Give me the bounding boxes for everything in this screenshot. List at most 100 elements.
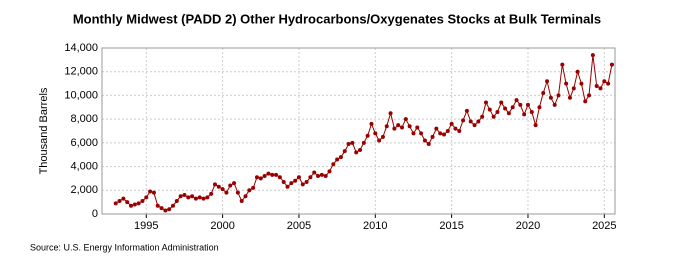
source-note: Source: U.S. Energy Information Administ… (30, 242, 219, 252)
y-tick-label: 0 (92, 208, 98, 220)
data-point (274, 172, 279, 177)
y-axis-label: Thousand Barrels (38, 87, 50, 174)
data-point (258, 176, 263, 181)
data-point (205, 195, 210, 200)
y-tick-label: 4,000 (70, 160, 98, 172)
x-tick-label: 2000 (210, 220, 234, 232)
data-point (442, 132, 446, 137)
data-point (541, 91, 546, 96)
data-point (514, 98, 519, 103)
data-point (125, 200, 130, 205)
data-point (342, 149, 347, 154)
data-point (319, 172, 324, 177)
data-point (190, 194, 195, 199)
data-point (354, 150, 359, 155)
data-point (300, 182, 305, 187)
data-point (518, 102, 523, 107)
data-point (296, 175, 301, 180)
data-point (533, 123, 538, 128)
data-point (251, 185, 256, 190)
data-point (358, 147, 363, 152)
data-point (346, 142, 351, 147)
data-point (182, 193, 187, 198)
data-point (556, 93, 561, 98)
data-point (308, 175, 313, 180)
data-point (129, 203, 134, 208)
x-tick-label: 2010 (363, 220, 387, 232)
data-point (331, 162, 336, 167)
data-point (590, 53, 595, 58)
data-point (525, 102, 530, 107)
data-point (369, 121, 374, 126)
data-line (115, 55, 613, 211)
data-point (186, 195, 191, 200)
data-point (281, 179, 286, 184)
data-point (235, 190, 240, 195)
data-point (598, 86, 603, 91)
data-point (170, 203, 175, 208)
x-tick-label: 2015 (439, 220, 463, 232)
data-point (506, 111, 511, 116)
data-point (567, 95, 572, 100)
y-tick-label: 10,000 (64, 89, 98, 101)
data-point (545, 79, 550, 84)
data-point (377, 138, 382, 143)
data-point (388, 111, 393, 116)
data-point (403, 117, 408, 122)
data-point (419, 131, 424, 136)
data-point (503, 106, 508, 111)
data-point (262, 174, 267, 179)
data-point (201, 196, 206, 201)
data-point (232, 181, 237, 186)
data-point (350, 140, 355, 145)
data-point (583, 99, 588, 104)
y-tick-label: 14,000 (64, 42, 98, 54)
data-point (247, 188, 252, 193)
x-tick-label: 2005 (287, 220, 311, 232)
data-point (476, 119, 481, 124)
data-point (445, 129, 450, 133)
data-point (571, 86, 576, 91)
data-point (548, 95, 553, 100)
data-point (400, 125, 405, 130)
data-point (464, 108, 469, 113)
y-tick-label: 8,000 (70, 113, 98, 125)
data-point (163, 208, 168, 213)
data-point (289, 181, 294, 186)
data-point (422, 138, 427, 143)
data-point (602, 79, 607, 84)
data-point (209, 191, 214, 196)
y-tick-label: 2,000 (70, 184, 98, 196)
x-tick-label: 2020 (516, 220, 540, 232)
data-point (121, 196, 126, 201)
data-point (472, 123, 477, 128)
data-point (480, 114, 485, 119)
data-point (560, 62, 565, 67)
data-point (430, 134, 435, 139)
data-point (522, 112, 527, 117)
data-point (609, 62, 614, 67)
data-point (155, 203, 160, 208)
data-point (270, 172, 275, 177)
x-tick-label: 1995 (134, 220, 158, 232)
data-point (461, 118, 466, 123)
data-point (453, 126, 458, 131)
y-tick-label: 6,000 (70, 137, 98, 149)
data-point (323, 174, 328, 179)
data-point (285, 184, 290, 189)
data-point (132, 202, 137, 207)
data-point (434, 126, 439, 131)
data-point (499, 100, 504, 105)
data-point (193, 196, 198, 201)
data-point (449, 121, 454, 126)
data-point (468, 119, 473, 124)
data-point (148, 189, 153, 194)
data-point (392, 126, 397, 131)
data-point (144, 195, 149, 200)
data-point (167, 207, 172, 212)
data-point (316, 174, 321, 179)
data-point (254, 175, 259, 180)
data-point (335, 157, 340, 162)
chart-title: Monthly Midwest (PADD 2) Other Hydrocarb… (73, 11, 601, 26)
